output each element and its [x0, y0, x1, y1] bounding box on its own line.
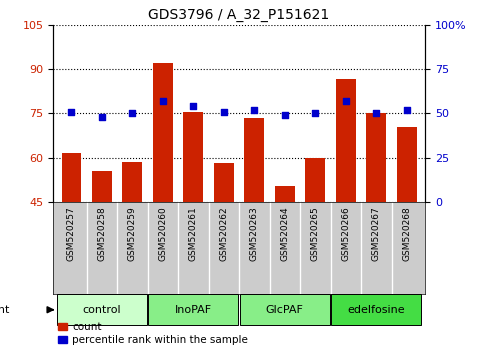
Text: InoPAF: InoPAF: [175, 305, 212, 315]
Text: GSM520259: GSM520259: [128, 206, 137, 261]
Point: [189, 103, 197, 109]
Bar: [336, 79, 355, 202]
Text: GSM520268: GSM520268: [402, 206, 411, 261]
Bar: [148, 295, 239, 325]
Bar: [57, 295, 147, 325]
Title: GDS3796 / A_32_P151621: GDS3796 / A_32_P151621: [148, 8, 330, 22]
Bar: [123, 162, 142, 202]
Text: edelfosine: edelfosine: [347, 305, 405, 315]
Bar: [153, 63, 173, 202]
Bar: [244, 118, 264, 202]
Bar: [397, 127, 417, 202]
Point: [128, 110, 136, 116]
Bar: [305, 158, 325, 202]
Text: GSM520266: GSM520266: [341, 206, 350, 261]
Bar: [214, 164, 234, 202]
Bar: [331, 295, 421, 325]
Text: GSM520264: GSM520264: [280, 206, 289, 261]
Text: GSM520267: GSM520267: [372, 206, 381, 261]
Text: GSM520263: GSM520263: [250, 206, 259, 261]
Point: [98, 114, 106, 120]
Text: GSM520258: GSM520258: [98, 206, 106, 261]
Text: GlcPAF: GlcPAF: [266, 305, 304, 315]
Point: [312, 110, 319, 116]
Bar: [240, 295, 330, 325]
Point: [403, 107, 411, 113]
Text: agent: agent: [0, 305, 10, 315]
Point: [159, 98, 167, 104]
Text: GSM520261: GSM520261: [189, 206, 198, 261]
Text: GSM520257: GSM520257: [67, 206, 76, 261]
Point: [281, 112, 289, 118]
Text: GSM520260: GSM520260: [158, 206, 168, 261]
Point: [251, 107, 258, 113]
Text: GSM520262: GSM520262: [219, 206, 228, 261]
Bar: [367, 113, 386, 202]
Bar: [184, 112, 203, 202]
Point: [342, 98, 350, 104]
Point: [372, 110, 380, 116]
Text: control: control: [83, 305, 121, 315]
Bar: [61, 153, 81, 202]
Text: GSM520265: GSM520265: [311, 206, 320, 261]
Point: [220, 109, 227, 114]
Legend: count, percentile rank within the sample: count, percentile rank within the sample: [58, 322, 248, 345]
Bar: [92, 171, 112, 202]
Point: [68, 109, 75, 114]
Bar: [275, 185, 295, 202]
